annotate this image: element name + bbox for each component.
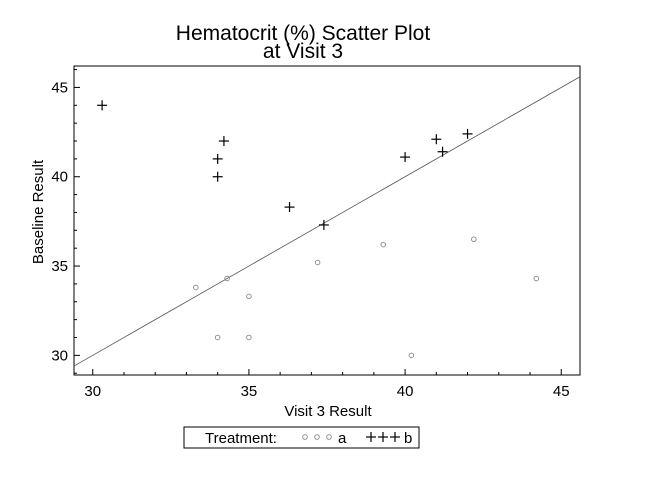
x-axis: 30 35 40 45 [84, 369, 570, 400]
point-a [224, 275, 230, 282]
point-a [214, 334, 221, 341]
point-a [471, 236, 477, 243]
legend-box [183, 426, 420, 449]
legend-title: Treatment: [205, 430, 277, 447]
legend-plus-marker [366, 432, 376, 442]
identity-reference-line [73, 76, 581, 367]
data-points [97, 100, 540, 359]
plot-area: 30 35 40 45 30 35 40 45 [51, 65, 581, 400]
point-b [97, 100, 108, 111]
y-axis-label: Baseline Result [30, 159, 47, 264]
legend-circle-marker [326, 434, 332, 440]
legend-label-a: a [338, 430, 347, 447]
legend-marker-a [302, 434, 332, 440]
legend-plus-marker [378, 432, 388, 442]
point-b [212, 153, 223, 164]
legend-plus-marker [390, 432, 400, 442]
plot-frame [73, 65, 581, 376]
point-b [462, 128, 473, 139]
y-tick-label: 35 [51, 258, 68, 275]
x-axis-label: Visit 3 Result [284, 403, 372, 420]
point-a [380, 241, 386, 248]
y-tick-label: 45 [51, 79, 68, 96]
point-b [318, 219, 329, 230]
point-a [193, 284, 199, 291]
legend-label-b: b [404, 430, 412, 447]
y-tick-label: 40 [51, 169, 68, 186]
x-tick-label: 45 [553, 383, 570, 400]
point-b [218, 136, 229, 147]
x-tick-label: 35 [241, 383, 258, 400]
chart-title: Hematocrit (%) Scatter Plot [176, 22, 431, 45]
x-tick-label: 30 [84, 383, 101, 400]
y-tick-label: 30 [51, 347, 68, 364]
point-b [437, 146, 448, 157]
chart-subtitle: at Visit 3 [263, 40, 343, 63]
point-a [533, 275, 540, 282]
point-a [246, 334, 252, 341]
legend-circle-marker [314, 434, 320, 440]
point-a [246, 293, 252, 300]
point-a [408, 352, 415, 359]
y-axis: 30 35 40 45 [51, 69, 80, 374]
point-a [314, 259, 321, 266]
point-b [212, 171, 223, 182]
legend-marker-b [366, 432, 400, 442]
point-b [400, 152, 411, 163]
point-b [284, 202, 295, 213]
x-tick-label: 40 [397, 383, 414, 400]
point-b [431, 134, 442, 145]
legend-circle-marker [302, 434, 308, 440]
legend: Treatment: a b [183, 426, 420, 449]
